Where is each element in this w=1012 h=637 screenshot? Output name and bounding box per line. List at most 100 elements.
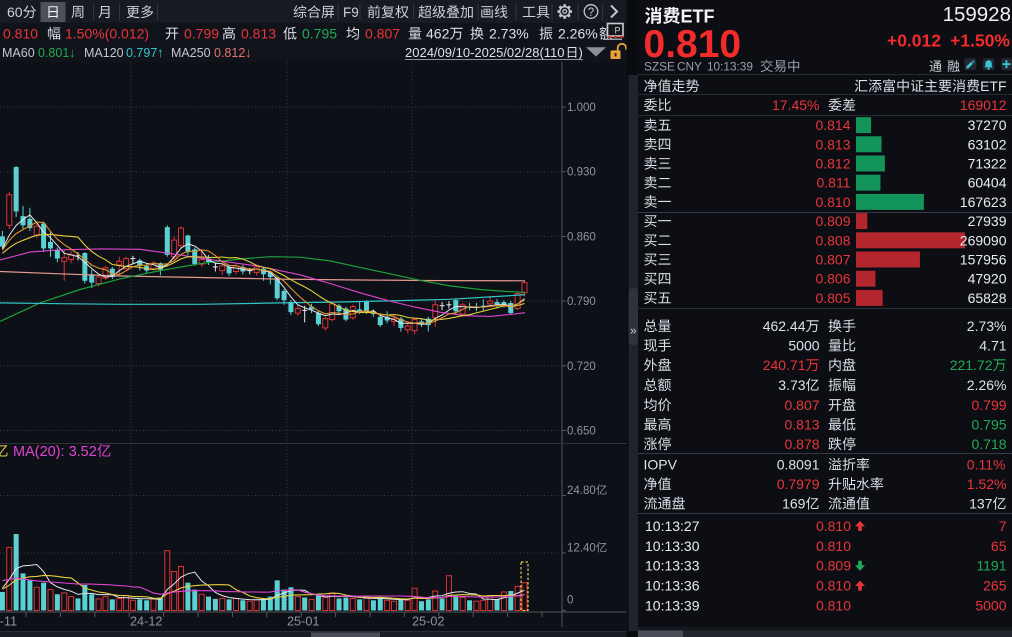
svg-text:F9: F9 bbox=[343, 5, 359, 20]
svg-text:0: 0 bbox=[567, 595, 573, 607]
svg-text:169012: 169012 bbox=[960, 97, 1007, 113]
svg-text:0.808: 0.808 bbox=[815, 232, 850, 248]
svg-text:0.810: 0.810 bbox=[816, 578, 851, 594]
svg-text:27939: 27939 bbox=[968, 213, 1007, 229]
svg-text:2.26%: 2.26% bbox=[967, 377, 1007, 393]
svg-text:0.807: 0.807 bbox=[785, 397, 820, 413]
svg-text:0.860: 0.860 bbox=[567, 231, 596, 243]
svg-text:0.810: 0.810 bbox=[644, 23, 742, 66]
svg-text:0.8091: 0.8091 bbox=[777, 457, 820, 473]
svg-text:0.812: 0.812 bbox=[214, 46, 245, 60]
svg-text:0.799: 0.799 bbox=[184, 26, 219, 42]
svg-text:12.40: 12.40 bbox=[567, 543, 596, 555]
svg-text:0.720: 0.720 bbox=[567, 361, 596, 373]
svg-text:24-11: 24-11 bbox=[0, 615, 17, 629]
svg-text:10:13:27: 10:13:27 bbox=[645, 518, 700, 534]
svg-text:37270: 37270 bbox=[968, 117, 1007, 133]
svg-text:↑: ↑ bbox=[157, 45, 164, 60]
svg-text:17.45%: 17.45% bbox=[772, 97, 819, 113]
svg-text:65828: 65828 bbox=[968, 290, 1007, 306]
svg-text:462: 462 bbox=[426, 26, 450, 42]
svg-text:0.799: 0.799 bbox=[972, 397, 1007, 413]
svg-text:24-12: 24-12 bbox=[130, 615, 162, 629]
svg-text:MA(20): 3.52: MA(20): 3.52 bbox=[13, 444, 97, 460]
svg-text:0.650: 0.650 bbox=[567, 426, 596, 438]
svg-text:269090: 269090 bbox=[960, 232, 1007, 248]
svg-text:3.73: 3.73 bbox=[778, 377, 805, 393]
svg-text:»: » bbox=[630, 324, 637, 338]
svg-text:157956: 157956 bbox=[960, 252, 1007, 268]
svg-text:25-01: 25-01 bbox=[287, 615, 319, 629]
svg-text:0.811: 0.811 bbox=[817, 175, 851, 191]
svg-text:167623: 167623 bbox=[960, 194, 1007, 210]
svg-text:0.806: 0.806 bbox=[815, 271, 850, 287]
svg-text:0.814: 0.814 bbox=[815, 117, 850, 133]
svg-text:?: ? bbox=[588, 7, 594, 19]
svg-text:0.813: 0.813 bbox=[815, 136, 850, 152]
svg-text:1191: 1191 bbox=[976, 558, 1006, 574]
svg-text:137: 137 bbox=[969, 496, 993, 512]
svg-text:65: 65 bbox=[991, 538, 1007, 554]
svg-text:71322: 71322 bbox=[968, 156, 1007, 172]
svg-text:0.801: 0.801 bbox=[38, 46, 69, 60]
svg-text:10:13:39: 10:13:39 bbox=[707, 60, 753, 74]
svg-text:0.812: 0.812 bbox=[815, 156, 850, 172]
svg-text:10:13:30: 10:13:30 bbox=[645, 538, 700, 554]
svg-text:↓: ↓ bbox=[69, 45, 76, 60]
svg-text:10:13:39: 10:13:39 bbox=[645, 598, 700, 614]
svg-text:0.790: 0.790 bbox=[567, 296, 596, 308]
svg-text:0.810: 0.810 bbox=[816, 598, 851, 614]
svg-text:2.26%: 2.26% bbox=[558, 26, 598, 42]
svg-text:1.52%: 1.52% bbox=[967, 476, 1007, 492]
svg-text:169: 169 bbox=[782, 496, 806, 512]
svg-text:63102: 63102 bbox=[968, 136, 1007, 152]
svg-text:0.813: 0.813 bbox=[241, 26, 276, 42]
svg-text:0.810: 0.810 bbox=[816, 518, 851, 534]
svg-text:159928: 159928 bbox=[943, 3, 1011, 26]
svg-text:0.813: 0.813 bbox=[785, 417, 820, 433]
svg-text:240.71: 240.71 bbox=[763, 357, 806, 373]
svg-text:7: 7 bbox=[999, 518, 1007, 534]
svg-text:+1.50%: +1.50% bbox=[950, 31, 1010, 51]
svg-text:0.930: 0.930 bbox=[567, 167, 596, 179]
svg-text:1.50%(0.012): 1.50%(0.012) bbox=[65, 26, 149, 42]
svg-text:↓: ↓ bbox=[245, 45, 252, 60]
svg-text:+0.012: +0.012 bbox=[887, 31, 941, 51]
svg-text:5000: 5000 bbox=[788, 338, 819, 354]
svg-text:MA60: MA60 bbox=[2, 46, 35, 60]
svg-text:1.000: 1.000 bbox=[567, 102, 596, 114]
svg-text:0.795: 0.795 bbox=[972, 417, 1007, 433]
svg-text:0.805: 0.805 bbox=[815, 290, 850, 306]
svg-text:25-02: 25-02 bbox=[412, 615, 444, 629]
svg-text:0.718: 0.718 bbox=[972, 436, 1007, 452]
svg-text:0.795: 0.795 bbox=[302, 26, 337, 42]
svg-text:2.73%: 2.73% bbox=[489, 26, 529, 42]
svg-text:2024/09/10-2025/02/28(110: 2024/09/10-2025/02/28(110 bbox=[405, 45, 565, 60]
svg-text:10:13:33: 10:13:33 bbox=[645, 558, 700, 574]
svg-text:24.80: 24.80 bbox=[567, 485, 596, 497]
svg-text:265: 265 bbox=[983, 578, 1007, 594]
svg-text:47920: 47920 bbox=[968, 271, 1007, 287]
svg-text:SZSE: SZSE bbox=[644, 60, 675, 74]
svg-text:MA120: MA120 bbox=[84, 46, 124, 60]
svg-text:0.7979: 0.7979 bbox=[777, 476, 820, 492]
svg-text:2.73%: 2.73% bbox=[967, 318, 1007, 334]
svg-text:P: P bbox=[614, 25, 620, 35]
svg-text:MA250: MA250 bbox=[171, 46, 211, 60]
svg-text:0.878: 0.878 bbox=[785, 436, 820, 452]
svg-text:): ) bbox=[579, 45, 583, 60]
svg-text:5000: 5000 bbox=[975, 598, 1006, 614]
svg-text:0.810: 0.810 bbox=[3, 26, 38, 42]
svg-text:60: 60 bbox=[7, 4, 23, 20]
svg-text:ETF: ETF bbox=[980, 78, 1006, 94]
svg-text:0.810: 0.810 bbox=[815, 194, 850, 210]
svg-text:IOPV: IOPV bbox=[644, 457, 678, 473]
svg-text:0.797: 0.797 bbox=[126, 46, 157, 60]
svg-text:CNY: CNY bbox=[677, 60, 702, 74]
svg-text:221.72: 221.72 bbox=[950, 357, 993, 373]
svg-text:0.11%: 0.11% bbox=[967, 457, 1006, 473]
svg-text:0.810: 0.810 bbox=[816, 538, 851, 554]
svg-text:ETF: ETF bbox=[681, 6, 715, 26]
svg-text:60404: 60404 bbox=[968, 175, 1007, 191]
svg-text:0.807: 0.807 bbox=[815, 252, 850, 268]
